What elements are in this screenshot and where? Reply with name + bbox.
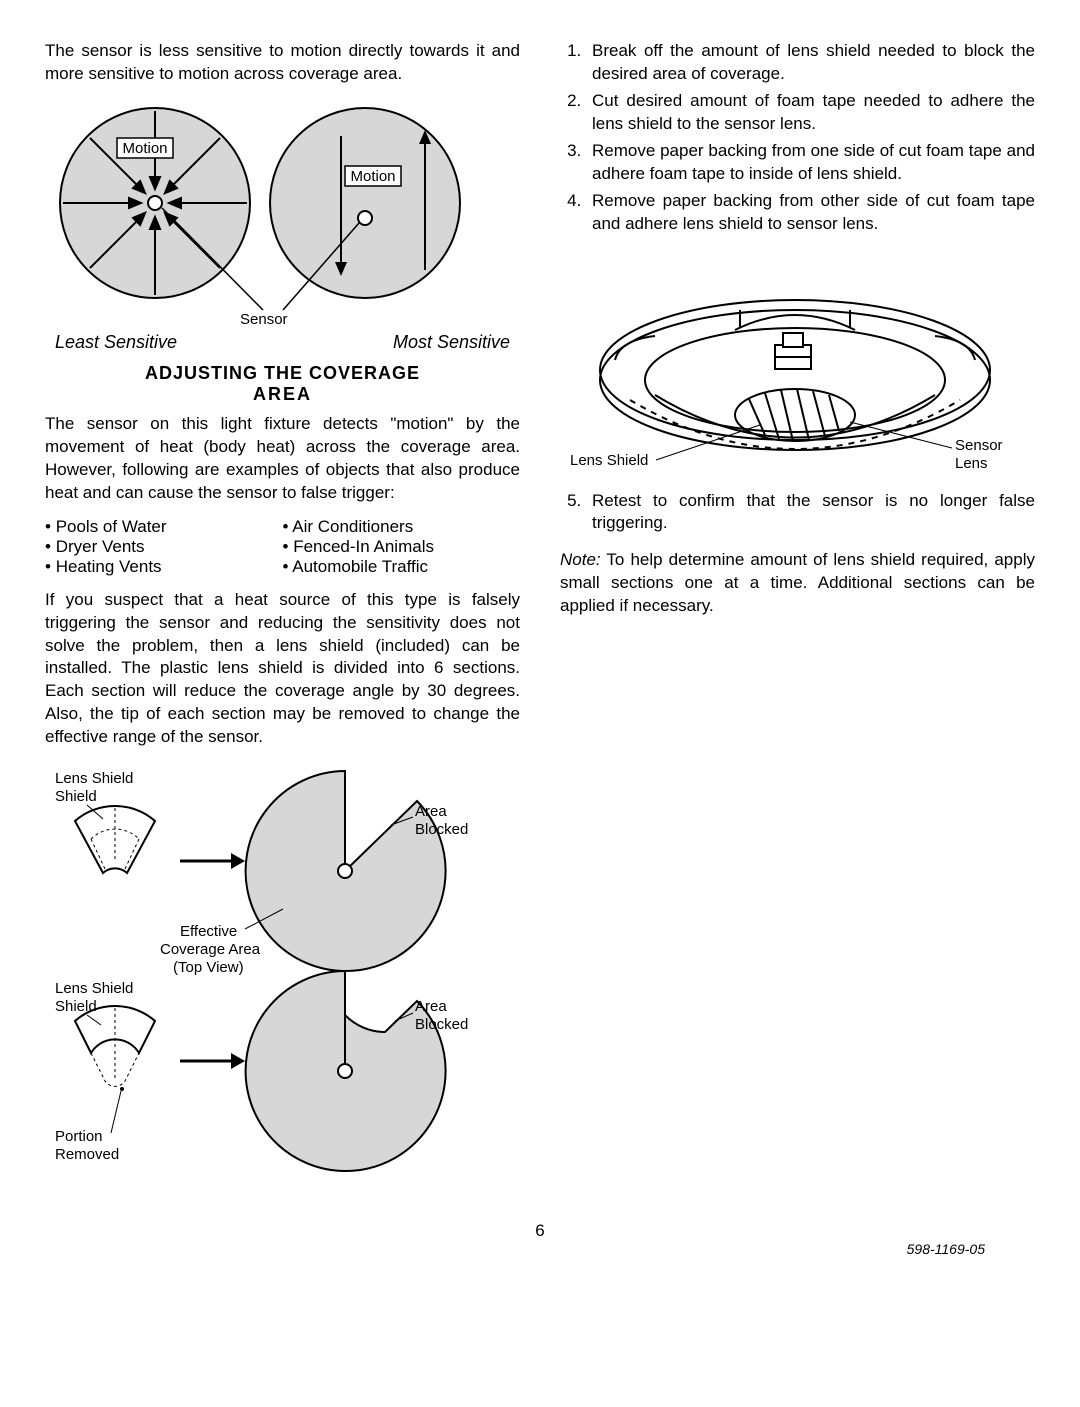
coverage-paragraph: The sensor on this light fixture detects… [45, 413, 520, 505]
svg-text:Lens Shield: Lens Shield [55, 980, 133, 997]
doc-reference: 598-1169-05 [907, 1241, 985, 1257]
svg-text:Removed: Removed [55, 1146, 119, 1163]
svg-text:Shield: Shield [55, 998, 97, 1015]
most-sensitive-caption: Most Sensitive [393, 332, 510, 353]
lens-shield-diagram: Lens Shield Shield Area Blocked Effectiv… [45, 761, 475, 1181]
heat-source-bullets: • Pools of Water• Air Conditioners • Dry… [45, 517, 520, 577]
svg-text:Effective: Effective [180, 923, 237, 940]
heading-area: AREA [45, 384, 520, 405]
list-item: Cut desired amount of foam tape needed t… [586, 90, 1035, 136]
list-item: Break off the amount of lens shield need… [586, 40, 1035, 86]
list-item: Remove paper backing from one side of cu… [586, 140, 1035, 186]
least-sensitive-caption: Least Sensitive [55, 332, 177, 353]
sensitivity-diagram: Motion Motion Sensor [45, 98, 475, 328]
svg-text:Blocked: Blocked [415, 821, 468, 838]
svg-text:Sensor: Sensor [240, 311, 288, 328]
note-paragraph: Note: To help determine amount of lens s… [560, 549, 1035, 618]
svg-text:Motion: Motion [350, 168, 395, 185]
lens-shield-paragraph: If you suspect that a heat source of thi… [45, 589, 520, 750]
install-steps-cont: Retest to confirm that the sensor is no … [560, 490, 1035, 536]
svg-text:Area: Area [415, 803, 447, 820]
svg-text:Coverage Area: Coverage Area [160, 941, 261, 958]
svg-text:Area: Area [415, 998, 447, 1015]
list-item: Retest to confirm that the sensor is no … [586, 490, 1035, 536]
heading-adjusting: ADJUSTING THE COVERAGE [45, 363, 520, 384]
list-item: Remove paper backing from other side of … [586, 190, 1035, 236]
svg-text:Shield: Shield [55, 788, 97, 805]
svg-text:Sensor: Sensor [955, 437, 1003, 454]
svg-text:Lens: Lens [955, 455, 988, 472]
svg-text:(Top View): (Top View) [173, 959, 244, 976]
svg-text:Portion: Portion [55, 1128, 103, 1145]
svg-text:Lens Shield: Lens Shield [55, 770, 133, 787]
page-number: 6 [45, 1221, 1035, 1241]
install-steps: Break off the amount of lens shield need… [560, 40, 1035, 236]
intro-paragraph: The sensor is less sensitive to motion d… [45, 40, 520, 86]
svg-text:Blocked: Blocked [415, 1016, 468, 1033]
svg-text:Lens Shield: Lens Shield [570, 452, 648, 469]
sensor-housing-diagram: Lens Shield Sensor Lens [560, 250, 1030, 490]
svg-text:Motion: Motion [122, 140, 167, 157]
